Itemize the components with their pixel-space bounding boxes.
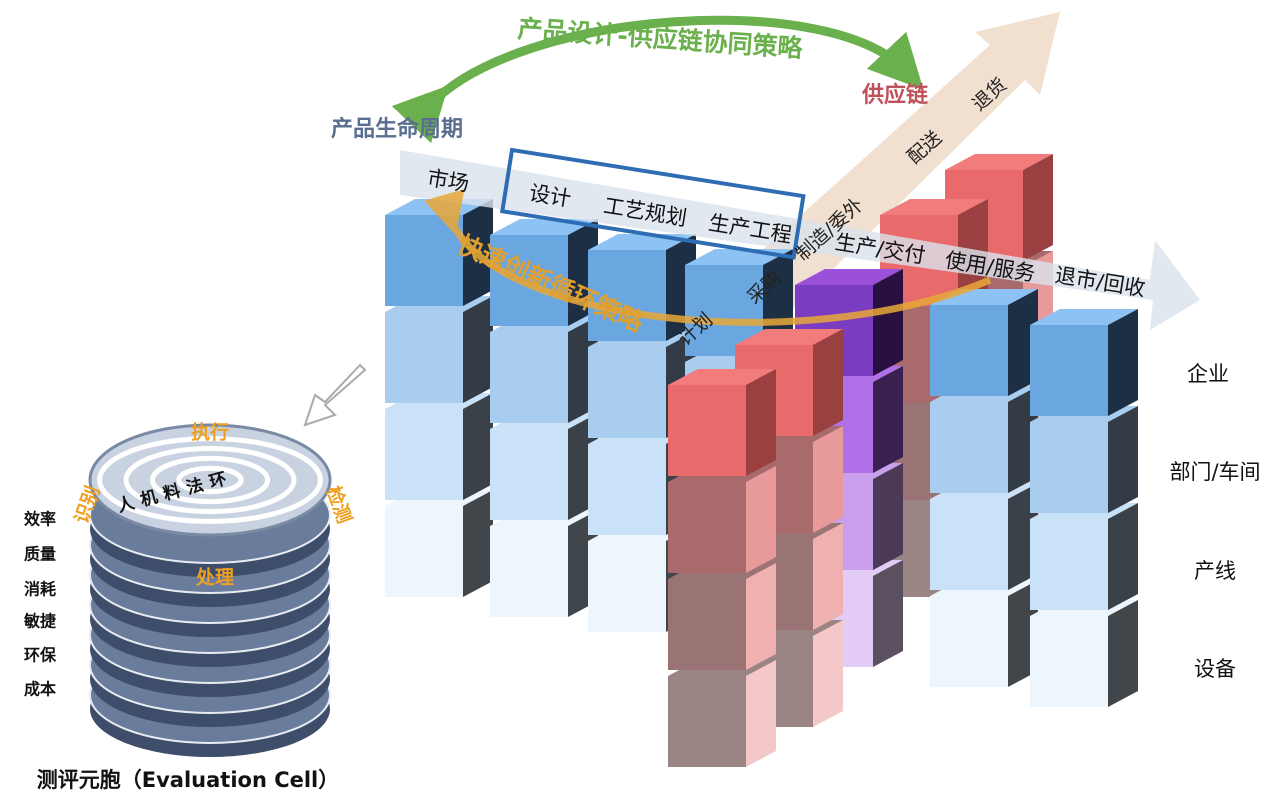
metric-label: 环保 bbox=[24, 646, 57, 665]
cube-top bbox=[735, 329, 843, 345]
cube-side bbox=[873, 269, 903, 376]
cube-side bbox=[1108, 600, 1138, 707]
cube-side bbox=[1108, 503, 1138, 610]
cube-front bbox=[930, 402, 1008, 493]
cube-front bbox=[385, 409, 463, 500]
cube-front bbox=[588, 444, 666, 535]
cube-front bbox=[668, 579, 746, 670]
cube-front bbox=[385, 215, 463, 306]
cube-side bbox=[746, 466, 776, 573]
cube-top bbox=[945, 154, 1053, 170]
cube-top bbox=[880, 199, 988, 215]
cube-front bbox=[1030, 422, 1108, 513]
cube-side bbox=[1023, 154, 1053, 261]
cube-front bbox=[385, 312, 463, 403]
cube-front bbox=[930, 596, 1008, 687]
cube-top bbox=[1030, 309, 1138, 325]
cube-front bbox=[490, 526, 568, 617]
cell-ring bbox=[176, 465, 244, 495]
cube-front bbox=[490, 332, 568, 423]
lifecycle-arrow bbox=[400, 150, 1200, 330]
factor-label: 环 bbox=[207, 469, 229, 493]
cube-side bbox=[813, 523, 843, 630]
level-label: 设备 bbox=[1194, 657, 1236, 681]
metric-label: 质量 bbox=[24, 545, 56, 564]
innovation-arrow bbox=[423, 188, 992, 326]
cube-side bbox=[1108, 406, 1138, 513]
metric-label: 消耗 bbox=[24, 580, 56, 599]
factor-label: 法 bbox=[184, 474, 206, 499]
cube-side bbox=[813, 329, 843, 436]
design-loop-box bbox=[500, 147, 806, 260]
cube-front bbox=[1030, 616, 1108, 707]
cube-front bbox=[588, 347, 666, 438]
drill-arrow bbox=[303, 363, 367, 427]
cube-front bbox=[930, 499, 1008, 590]
cube-side bbox=[813, 620, 843, 727]
cube-side bbox=[873, 560, 903, 667]
level-label: 企业 bbox=[1187, 362, 1229, 386]
cube-front bbox=[385, 506, 463, 597]
cube-side bbox=[873, 463, 903, 570]
cube-front bbox=[490, 235, 568, 326]
lifecycle-title: 产品生命周期 bbox=[331, 116, 463, 142]
cube-front bbox=[588, 541, 666, 632]
cube-front bbox=[930, 305, 1008, 396]
loop-label: 执行 bbox=[191, 421, 229, 444]
cube-side bbox=[746, 369, 776, 476]
cube-front bbox=[668, 385, 746, 476]
level-label: 部门/车间 bbox=[1169, 460, 1260, 484]
cube-top bbox=[795, 269, 903, 285]
cube-side bbox=[463, 393, 493, 500]
cube-side bbox=[746, 660, 776, 767]
metric-label: 敏捷 bbox=[23, 612, 57, 631]
collaboration-arrow bbox=[391, 15, 924, 144]
cube-side bbox=[746, 563, 776, 670]
cube-top bbox=[668, 369, 776, 385]
cube-side bbox=[463, 490, 493, 597]
level-label: 产线 bbox=[1194, 559, 1236, 583]
cube-front bbox=[668, 676, 746, 767]
supply-chain-title: 供应链 bbox=[861, 82, 928, 108]
metric-label: 效率 bbox=[24, 510, 56, 529]
cube-front bbox=[1030, 519, 1108, 610]
cube-front bbox=[490, 429, 568, 520]
cell-title: 测评元胞（Evaluation Cell） bbox=[37, 768, 340, 792]
cell-ring bbox=[149, 455, 271, 505]
cube-front bbox=[588, 250, 666, 341]
cell-top bbox=[88, 423, 332, 537]
cell-ring bbox=[123, 446, 297, 514]
lifecycle-stage: 退市/回收 bbox=[1053, 263, 1147, 301]
cube-side bbox=[463, 296, 493, 403]
factor-label: 人 bbox=[115, 493, 138, 517]
cube-front bbox=[668, 482, 746, 573]
factor-label: 机 bbox=[138, 486, 160, 511]
cell-ring bbox=[97, 436, 323, 524]
factor-label: 料 bbox=[161, 480, 183, 505]
cube-front bbox=[1030, 325, 1108, 416]
cube-side bbox=[873, 366, 903, 473]
cube-side bbox=[813, 426, 843, 533]
metric-label: 成本 bbox=[24, 680, 56, 699]
loop-label: 处理 bbox=[195, 566, 234, 589]
cube-side bbox=[1108, 309, 1138, 416]
